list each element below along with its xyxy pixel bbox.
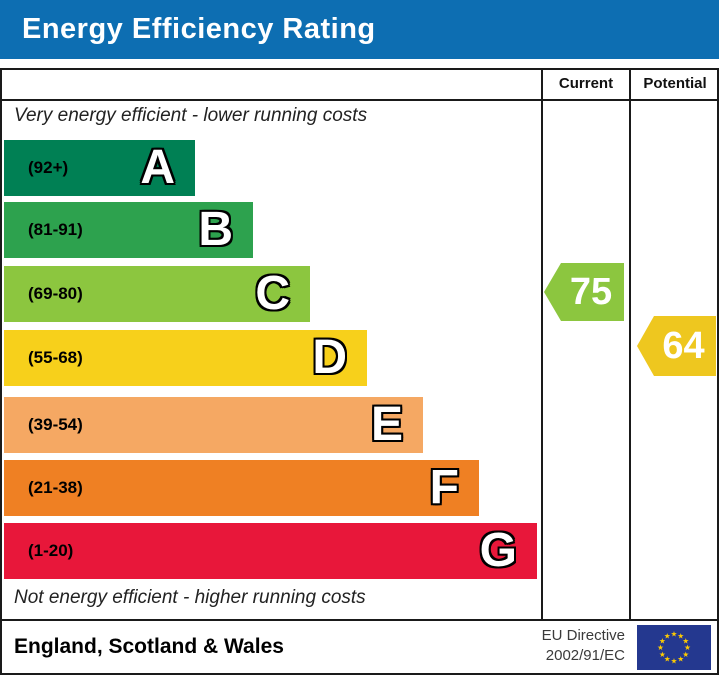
svg-text:★: ★ xyxy=(677,631,684,640)
page-title: Energy Efficiency Rating xyxy=(22,13,376,45)
svg-text:★: ★ xyxy=(664,655,671,664)
potential-rating-value: 64 xyxy=(662,325,705,367)
band-b-letter: B xyxy=(198,203,233,256)
band-c-bar: (69-80) C xyxy=(4,266,310,322)
band-d-letter: D xyxy=(312,331,347,384)
potential-column-divider xyxy=(629,68,631,621)
current-rating-value: 75 xyxy=(569,271,613,313)
band-a-letter: A xyxy=(140,141,175,194)
band-a-range: (92+) xyxy=(28,158,69,177)
eu-directive-label: EU Directive 2002/91/EC xyxy=(542,626,625,666)
eu-directive-line1: EU Directive xyxy=(541,627,625,644)
band-b-bar: (81-91) B xyxy=(4,202,253,258)
svg-text:★: ★ xyxy=(659,650,666,659)
band-c-letter: C xyxy=(255,267,290,320)
svg-text:★: ★ xyxy=(677,655,684,664)
band-a-bar: (92+) A xyxy=(4,140,195,196)
band-e-bar: (39-54) E xyxy=(4,397,423,453)
svg-text:★: ★ xyxy=(684,643,691,652)
svg-text:★: ★ xyxy=(659,636,666,645)
band-e-letter: E xyxy=(370,398,403,451)
svg-text:★: ★ xyxy=(682,650,689,659)
band-e-range: (39-54) xyxy=(28,415,83,434)
footer-row-divider xyxy=(2,619,717,621)
eu-directive-line2: 2002/91/EC xyxy=(545,647,625,664)
current-column-header: Current xyxy=(558,75,614,92)
footer-region-label: England, Scotland & Wales xyxy=(14,635,284,658)
current-column-divider xyxy=(541,68,543,621)
band-f-bar: (21-38) F xyxy=(4,460,479,516)
band-d-bar: (55-68) D xyxy=(4,330,367,386)
svg-text:★: ★ xyxy=(657,643,664,652)
band-c-range: (69-80) xyxy=(28,284,83,303)
bottom-note: Not energy efficient - higher running co… xyxy=(14,587,366,608)
svg-text:★: ★ xyxy=(671,630,678,639)
band-g-range: (1-20) xyxy=(28,541,74,560)
band-f-letter: F xyxy=(429,461,459,514)
band-d-range: (55-68) xyxy=(28,348,83,367)
svg-text:★: ★ xyxy=(664,631,671,640)
header-row-divider xyxy=(2,99,717,101)
current-rating-arrow: 75 xyxy=(544,263,624,321)
band-g-letter: G xyxy=(479,524,517,577)
band-b-range: (81-91) xyxy=(28,220,83,239)
eu-flag-icon: ★ ★ ★ ★ ★ ★ ★ ★ ★ ★ ★ ★ xyxy=(637,625,711,670)
band-f-range: (21-38) xyxy=(28,478,83,497)
svg-text:★: ★ xyxy=(682,636,689,645)
svg-text:★: ★ xyxy=(671,657,678,666)
top-note: Very energy efficient - lower running co… xyxy=(14,105,368,126)
potential-rating-arrow: 64 xyxy=(637,316,716,376)
band-g-bar: (1-20) G xyxy=(4,523,537,579)
potential-column-header: Potential xyxy=(643,75,707,92)
title-bar: Energy Efficiency Rating xyxy=(0,0,719,59)
